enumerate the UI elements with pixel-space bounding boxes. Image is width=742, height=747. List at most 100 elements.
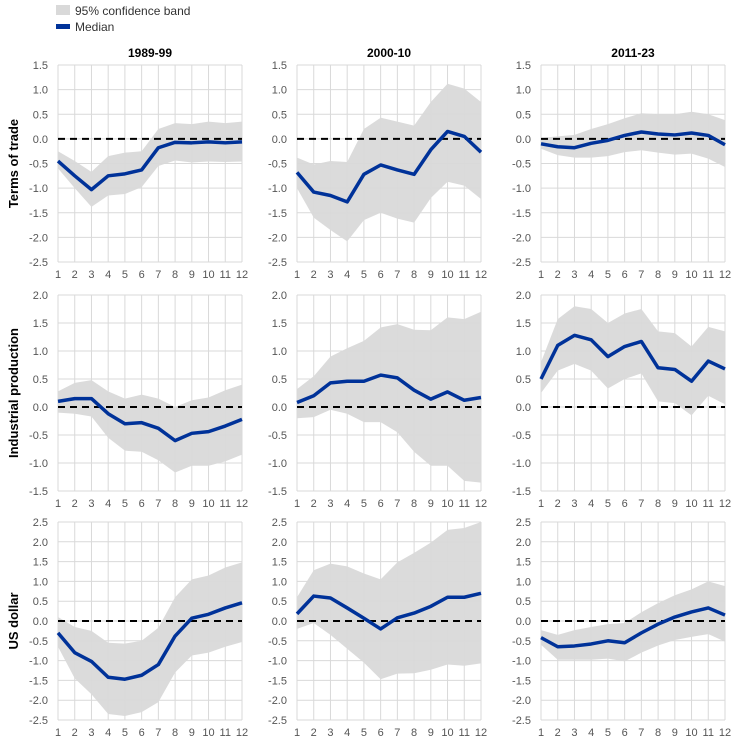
column-title: 2011-23 <box>611 46 655 60</box>
y-tick-label: -1.5 <box>512 486 531 498</box>
x-tick-label: 1 <box>294 727 300 739</box>
y-tick-label: 2.5 <box>516 517 531 529</box>
median-line <box>296 373 482 405</box>
x-tick-label: 9 <box>189 727 195 739</box>
y-tick-label: -0.5 <box>268 636 287 648</box>
y-tick-label: -1.5 <box>512 208 531 220</box>
x-tick-label: 9 <box>672 727 678 739</box>
x-tick-label: 1 <box>538 269 544 281</box>
y-tick-label: 0.0 <box>272 402 287 414</box>
x-tick-label: 1 <box>538 727 544 739</box>
x-tick-label: 5 <box>122 498 128 510</box>
y-tick-label: 0.5 <box>272 374 287 386</box>
x-tick-label: 11 <box>459 498 470 510</box>
y-tick-label: -0.5 <box>512 159 531 171</box>
x-tick-label: 4 <box>344 727 350 739</box>
x-tick-label: 9 <box>428 727 434 739</box>
y-tick-label: -1.5 <box>268 675 287 687</box>
y-tick-label: 0.5 <box>516 374 531 386</box>
x-tick-label: 8 <box>655 727 661 739</box>
x-tick-label: 6 <box>622 269 628 281</box>
x-tick-label: 5 <box>122 727 128 739</box>
y-tick-label: 1.5 <box>516 557 531 569</box>
x-tick-label: 12 <box>475 498 487 510</box>
median-line <box>56 140 243 192</box>
median-line <box>57 396 243 443</box>
x-tick-label: 5 <box>605 727 611 739</box>
y-tick-label: 1.5 <box>272 557 287 569</box>
y-tick-label: -2.0 <box>29 232 48 244</box>
y-tick-label: 0.0 <box>33 402 48 414</box>
x-tick-label: 1 <box>294 498 300 510</box>
x-tick-label: 12 <box>475 269 487 281</box>
y-tick-label: 1.5 <box>33 318 48 330</box>
x-tick-label: 7 <box>394 269 400 281</box>
x-tick-label: 5 <box>361 727 367 739</box>
y-tick-label: -2.5 <box>29 715 48 727</box>
x-tick-label: 7 <box>638 727 644 739</box>
y-tick-label: -1.0 <box>512 458 531 470</box>
y-tick-label: -1.0 <box>29 183 48 195</box>
x-tick-label: 6 <box>378 727 384 739</box>
y-tick-label: -0.5 <box>512 430 531 442</box>
x-tick-label: 2 <box>555 269 561 281</box>
x-tick-label: 11 <box>220 269 231 281</box>
x-tick-label: 7 <box>638 498 644 510</box>
x-tick-label: 8 <box>655 269 661 281</box>
y-tick-label: 0.5 <box>272 596 287 608</box>
x-tick-label: 6 <box>378 269 384 281</box>
y-tick-label: 2.0 <box>33 537 48 549</box>
y-tick-label: 1.0 <box>272 346 287 358</box>
y-tick-label: 0.0 <box>516 134 531 146</box>
x-tick-label: 3 <box>327 727 333 739</box>
x-tick-label: 12 <box>236 269 248 281</box>
x-tick-label: 1 <box>538 498 544 510</box>
x-tick-label: 10 <box>202 727 214 739</box>
y-tick-label: 0.5 <box>33 374 48 386</box>
x-tick-label: 7 <box>155 269 161 281</box>
legend-median-swatch <box>56 24 70 29</box>
confidence-band <box>541 581 725 662</box>
y-tick-label: -2.5 <box>268 715 287 727</box>
x-tick-label: 4 <box>105 727 111 739</box>
x-tick-label: 11 <box>459 269 470 281</box>
x-tick-label: 11 <box>220 498 231 510</box>
x-tick-label: 1 <box>55 727 61 739</box>
median-line <box>540 606 726 649</box>
x-tick-label: 1 <box>55 498 61 510</box>
y-tick-label: -1.5 <box>268 486 287 498</box>
y-tick-label: 1.5 <box>33 60 48 72</box>
x-tick-label: 9 <box>672 498 678 510</box>
x-tick-label: 1 <box>294 269 300 281</box>
x-tick-label: 10 <box>685 269 697 281</box>
y-tick-label: 2.5 <box>33 517 48 529</box>
y-tick-label: -0.5 <box>29 159 48 171</box>
x-tick-label: 7 <box>155 498 161 510</box>
x-tick-label: 10 <box>202 498 214 510</box>
y-tick-label: 1.0 <box>272 576 287 588</box>
y-tick-label: -1.5 <box>29 208 48 220</box>
y-tick-label: 1.0 <box>516 346 531 358</box>
x-tick-label: 6 <box>139 727 145 739</box>
y-tick-label: 0.5 <box>272 109 287 121</box>
x-tick-label: 6 <box>139 498 145 510</box>
y-tick-label: 1.0 <box>272 85 287 97</box>
y-tick-label: -1.0 <box>268 656 287 668</box>
x-tick-label: 9 <box>428 269 434 281</box>
y-tick-label: 0.5 <box>516 596 531 608</box>
y-tick-label: -1.0 <box>512 183 531 195</box>
x-tick-label: 7 <box>394 727 400 739</box>
x-tick-label: 5 <box>605 498 611 510</box>
x-tick-label: 2 <box>311 727 317 739</box>
x-tick-label: 4 <box>588 269 594 281</box>
x-tick-label: 1 <box>55 269 61 281</box>
y-tick-label: -0.5 <box>268 430 287 442</box>
y-tick-label: -2.5 <box>512 257 531 269</box>
legend-median-label: Median <box>75 20 114 34</box>
x-tick-label: 8 <box>411 498 417 510</box>
y-tick-label: -2.0 <box>512 232 531 244</box>
x-tick-label: 9 <box>428 498 434 510</box>
y-tick-label: 2.0 <box>516 290 531 302</box>
